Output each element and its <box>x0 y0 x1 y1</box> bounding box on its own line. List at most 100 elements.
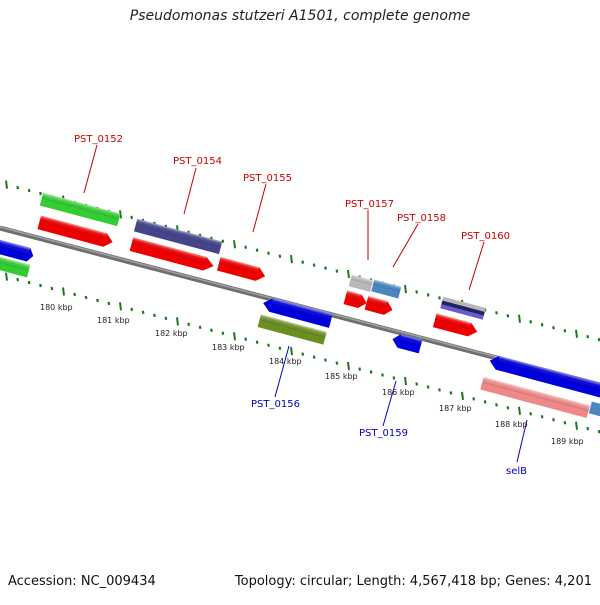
forward-gene-gray[interactable] <box>348 274 374 292</box>
gene-label-PST_0160[interactable]: PST_0160 <box>461 231 510 242</box>
minor-tick <box>312 263 316 267</box>
label-leader-lines <box>83 144 528 463</box>
major-tick <box>233 332 236 341</box>
cds-red[interactable] <box>37 215 114 249</box>
reverse-gene-blue[interactable] <box>488 354 600 399</box>
minor-tick <box>27 188 31 193</box>
minor-tick <box>153 313 156 318</box>
minor-tick <box>335 361 339 365</box>
gene-label-PST_0154[interactable]: PST_0154 <box>173 156 222 167</box>
minor-tick <box>495 403 498 407</box>
minor-tick <box>16 277 20 282</box>
minor-tick <box>267 343 270 347</box>
minor-tick <box>301 352 305 356</box>
minor-tick <box>244 245 248 249</box>
minor-tick <box>187 322 191 327</box>
gene-label-selB[interactable]: selB <box>506 466 527 477</box>
minor-tick <box>586 426 590 431</box>
major-tick <box>5 272 8 281</box>
forward-gene-purple[interactable] <box>133 218 223 255</box>
minor-tick <box>324 266 327 270</box>
minor-tick <box>130 215 134 220</box>
minor-tick <box>130 307 134 312</box>
gene-label-PST_0157[interactable]: PST_0157 <box>345 199 394 210</box>
minor-tick <box>438 296 441 300</box>
cds-red[interactable] <box>364 296 395 317</box>
reverse-gene-pink[interactable] <box>480 377 590 419</box>
accession-text: Accession: NC_009434 <box>8 574 156 589</box>
minor-tick <box>255 248 259 252</box>
minor-tick <box>381 373 384 377</box>
cds-red[interactable] <box>343 290 369 310</box>
minor-tick <box>506 406 510 410</box>
reverse-gene-olive[interactable] <box>257 314 327 345</box>
gene-label-PST_0152[interactable]: PST_0152 <box>74 134 123 145</box>
minor-tick <box>426 385 430 389</box>
minor-tick <box>73 292 77 297</box>
scale-label: 183 kbp <box>212 343 245 352</box>
major-tick <box>119 302 122 311</box>
minor-tick <box>301 260 305 264</box>
minor-tick <box>244 337 248 341</box>
scale-label: 189 kbp <box>551 437 584 446</box>
scale-label: 181 kbp <box>97 316 130 325</box>
inner-tick-row <box>5 272 600 434</box>
minor-tick <box>369 370 373 374</box>
minor-tick <box>552 326 555 330</box>
gene-label-PST_0156[interactable]: PST_0156 <box>251 399 300 410</box>
reverse-gene-steelblue[interactable] <box>588 401 600 419</box>
minor-tick <box>278 346 282 350</box>
minor-tick <box>597 429 600 434</box>
cds-red[interactable] <box>432 313 479 339</box>
forward-gene-navy[interactable] <box>440 296 486 320</box>
forward-gene-green[interactable] <box>39 192 121 227</box>
minor-tick <box>529 412 533 416</box>
major-tick <box>575 421 578 430</box>
reverse-gene-blue[interactable] <box>391 332 423 354</box>
minor-tick <box>392 376 396 380</box>
gene-label-PST_0159[interactable]: PST_0159 <box>359 428 408 439</box>
cds-red[interactable] <box>217 257 267 283</box>
minor-tick <box>16 185 20 190</box>
minor-tick <box>483 400 487 404</box>
minor-tick <box>267 251 270 255</box>
scale-label-group: 180 kbp 181 kbp 182 kbp 183 kbp 184 kbp … <box>40 303 584 446</box>
major-tick <box>62 287 65 296</box>
scale-label: 182 kbp <box>155 329 188 338</box>
minor-tick <box>540 323 544 327</box>
major-tick <box>5 180 8 189</box>
forward-gene-blue-left[interactable] <box>0 234 35 263</box>
major-tick <box>404 376 407 386</box>
minor-tick <box>540 415 544 419</box>
minor-tick <box>563 421 567 425</box>
scale-label: 186 kbp <box>382 388 415 397</box>
minor-tick <box>415 290 419 294</box>
minor-tick <box>84 295 88 300</box>
scale-label: 187 kbp <box>439 404 472 413</box>
major-tick <box>347 269 350 279</box>
feature-layer <box>0 192 600 419</box>
minor-tick <box>96 298 99 303</box>
forward-gene-green-left[interactable] <box>0 251 31 278</box>
major-tick <box>290 255 293 264</box>
gene-label-PST_0158[interactable]: PST_0158 <box>397 213 446 224</box>
major-tick <box>518 314 521 323</box>
minor-tick <box>358 367 362 371</box>
gene-label-group: PST_0152 PST_0154 PST_0155 PST_0157 PST_… <box>74 134 527 477</box>
major-tick <box>290 347 293 356</box>
gene-label-PST_0155[interactable]: PST_0155 <box>243 173 292 184</box>
minor-tick <box>50 286 54 291</box>
reverse-gene-blue[interactable] <box>261 296 333 328</box>
forward-gene-steelblue[interactable] <box>371 279 402 299</box>
minor-tick <box>552 418 555 422</box>
minor-tick <box>107 301 111 306</box>
minor-tick <box>415 382 419 386</box>
minor-tick <box>39 283 42 288</box>
minor-tick <box>164 316 168 321</box>
major-tick <box>233 240 236 249</box>
cds-red[interactable] <box>129 237 216 273</box>
major-tick <box>176 317 179 326</box>
minor-tick <box>449 391 453 395</box>
